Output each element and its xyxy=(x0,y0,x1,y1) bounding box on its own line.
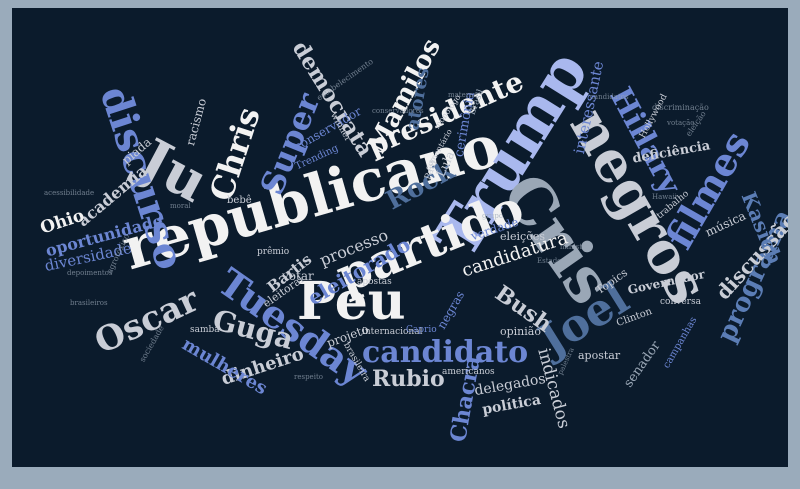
word: Peu xyxy=(297,271,406,332)
word: moral xyxy=(170,202,191,210)
word: apostar xyxy=(578,349,621,362)
word: samba xyxy=(190,325,220,335)
word: opinião xyxy=(500,325,541,338)
word: negras xyxy=(434,288,468,332)
word: eleições xyxy=(500,230,545,243)
word: acessibilidade xyxy=(44,189,95,197)
word: respeito xyxy=(294,373,323,381)
word: conservadores xyxy=(372,107,424,115)
word: prêmio xyxy=(257,247,290,257)
word: Rubio xyxy=(372,366,445,392)
word: conversa xyxy=(660,297,701,307)
word: discriminação xyxy=(652,103,709,112)
word: Estados xyxy=(537,257,565,265)
bottom-strip xyxy=(0,467,800,489)
word: apostas xyxy=(357,277,392,287)
word: Hawaii xyxy=(652,193,677,201)
word: Caprio xyxy=(406,325,437,335)
word: depoimentos xyxy=(67,269,113,277)
word: campanhas xyxy=(661,315,700,371)
word: votação xyxy=(667,119,695,127)
word: candidatos xyxy=(590,93,629,101)
word: brasileiros xyxy=(70,299,108,307)
word: materno xyxy=(448,91,478,99)
word: candidato xyxy=(362,335,529,370)
word: grupo xyxy=(482,212,504,220)
word: racismo xyxy=(183,96,210,148)
word: senador xyxy=(621,338,664,391)
word-cloud: republicano Trump negros Cris partido Pe… xyxy=(12,8,788,467)
word: internacional xyxy=(362,327,423,337)
word: votar xyxy=(282,269,314,283)
word: americanos xyxy=(442,367,495,377)
word: ministro xyxy=(560,243,590,251)
word: bebê xyxy=(227,195,252,206)
